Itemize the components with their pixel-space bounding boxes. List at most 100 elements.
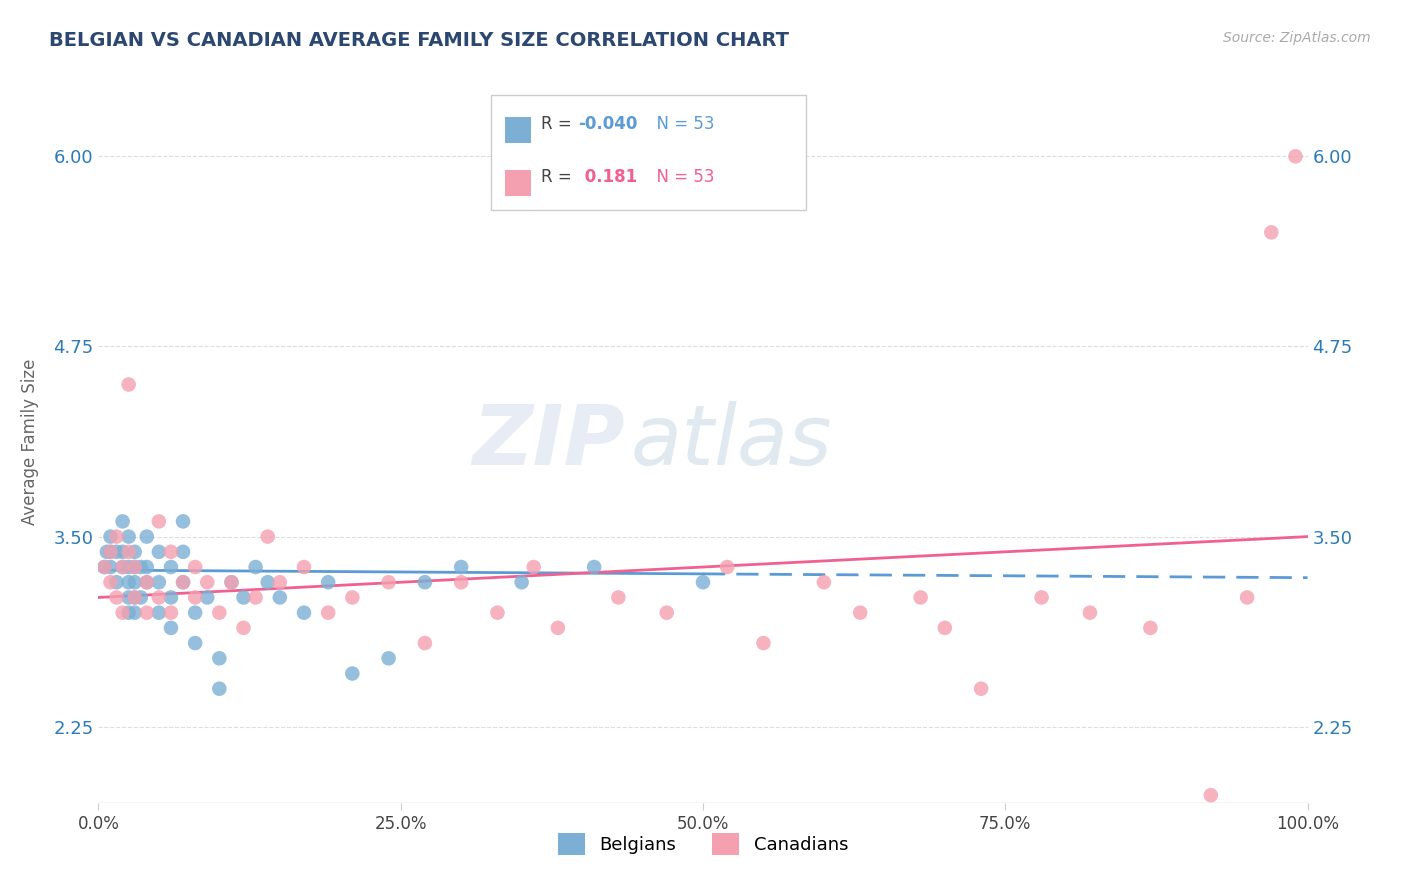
Point: [111, 560, 134, 574]
Point: [195, 591, 218, 605]
Point: [208, 681, 231, 696]
Point: [93, 560, 115, 574]
Point: [124, 591, 146, 605]
Point: [105, 575, 128, 590]
Point: [148, 545, 170, 559]
Point: [256, 575, 278, 590]
Point: [510, 575, 533, 590]
Point: [100, 575, 122, 590]
Point: [160, 621, 183, 635]
Point: [100, 530, 122, 544]
Point: [245, 560, 267, 574]
Point: [172, 515, 194, 529]
Point: [118, 560, 141, 574]
Point: [135, 530, 157, 544]
Point: [100, 545, 122, 559]
Point: [1236, 591, 1258, 605]
Point: [118, 575, 141, 590]
Point: [1260, 226, 1282, 240]
Point: [256, 530, 278, 544]
Point: [148, 515, 170, 529]
Point: [934, 621, 956, 635]
Point: [111, 560, 134, 574]
Text: R =: R =: [541, 168, 576, 186]
Point: [111, 545, 134, 559]
Point: [221, 575, 243, 590]
Point: [124, 606, 146, 620]
Point: [752, 636, 775, 650]
Point: [124, 545, 146, 559]
Point: [450, 560, 472, 574]
Point: [245, 591, 267, 605]
Point: [160, 591, 183, 605]
Point: [160, 545, 183, 559]
Point: [100, 545, 122, 559]
Point: [692, 575, 714, 590]
Point: [486, 606, 509, 620]
Point: [184, 636, 207, 650]
Point: [172, 575, 194, 590]
Point: [208, 651, 231, 665]
Legend: Belgians, Canadians: Belgians, Canadians: [551, 826, 855, 863]
Text: N = 53: N = 53: [647, 115, 714, 133]
Point: [269, 575, 291, 590]
Point: [1078, 606, 1101, 620]
Point: [1031, 591, 1053, 605]
Text: atlas: atlas: [630, 401, 832, 482]
Point: [1284, 149, 1306, 163]
Point: [105, 591, 128, 605]
Point: [184, 591, 207, 605]
Point: [1199, 788, 1222, 802]
Point: [1272, 804, 1295, 818]
Point: [96, 545, 118, 559]
Text: ZIP: ZIP: [472, 401, 624, 482]
Point: [547, 621, 569, 635]
Point: [813, 575, 835, 590]
Point: [135, 560, 157, 574]
Point: [124, 575, 146, 590]
Point: [316, 575, 339, 590]
Point: [377, 651, 399, 665]
Point: [93, 560, 115, 574]
Point: [450, 575, 472, 590]
Point: [160, 606, 183, 620]
Point: [135, 575, 157, 590]
Text: -0.040: -0.040: [579, 115, 638, 133]
Point: [316, 606, 339, 620]
Point: [172, 545, 194, 559]
Point: [124, 560, 146, 574]
Point: [413, 575, 436, 590]
Point: [292, 606, 315, 620]
Point: [184, 606, 207, 620]
Text: R =: R =: [541, 115, 576, 133]
Point: [118, 591, 141, 605]
Text: BELGIAN VS CANADIAN AVERAGE FAMILY SIZE CORRELATION CHART: BELGIAN VS CANADIAN AVERAGE FAMILY SIZE …: [49, 31, 789, 50]
Point: [118, 377, 141, 392]
Point: [100, 560, 122, 574]
Point: [124, 591, 146, 605]
Point: [1139, 621, 1161, 635]
Point: [105, 530, 128, 544]
Point: [292, 560, 315, 574]
Point: [118, 545, 141, 559]
Point: [413, 636, 436, 650]
Point: [849, 606, 872, 620]
Point: [118, 606, 141, 620]
Point: [269, 591, 291, 605]
Point: [118, 530, 141, 544]
Point: [342, 666, 364, 681]
Point: [232, 621, 254, 635]
Point: [160, 560, 183, 574]
Point: [970, 681, 993, 696]
Point: [221, 575, 243, 590]
Point: [184, 560, 207, 574]
Point: [377, 575, 399, 590]
Point: [716, 560, 738, 574]
Y-axis label: Average Family Size: Average Family Size: [21, 359, 39, 524]
Point: [910, 591, 932, 605]
Point: [105, 545, 128, 559]
Point: [607, 591, 630, 605]
Text: 0.181: 0.181: [579, 168, 637, 186]
Point: [583, 560, 606, 574]
Text: Source: ZipAtlas.com: Source: ZipAtlas.com: [1223, 31, 1371, 45]
